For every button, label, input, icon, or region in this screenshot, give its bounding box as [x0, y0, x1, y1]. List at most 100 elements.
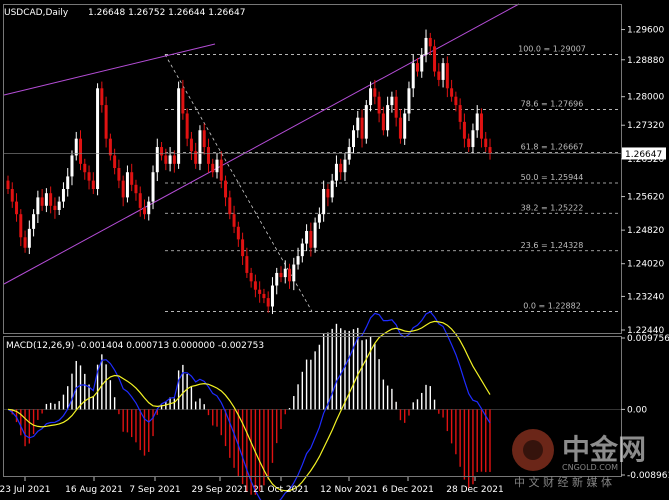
- candle-body: [479, 113, 483, 139]
- date-tick-label: 28 Dec 2021: [446, 485, 504, 495]
- price-tick-label: 1.28880: [627, 56, 664, 66]
- candle-body: [113, 155, 117, 169]
- candle-body: [168, 155, 172, 164]
- fib-level-label: 100.0 = 1.29007: [518, 44, 586, 53]
- candle-body: [296, 256, 300, 265]
- date-tick-label: 21 Oct 2021: [253, 485, 309, 495]
- candle-body: [471, 130, 475, 148]
- candle-body: [292, 264, 296, 282]
- candle-body: [181, 88, 185, 114]
- date-tick-label: 16 Aug 2021: [65, 485, 123, 495]
- candle-body: [241, 239, 245, 257]
- price-tick-label: 1.28000: [627, 93, 664, 103]
- candle-body: [364, 105, 368, 139]
- macd-axis-label: -0.008961: [627, 471, 669, 481]
- candle-body: [172, 155, 176, 164]
- candle-body: [369, 88, 373, 106]
- candle-body: [130, 172, 134, 185]
- fib-trendline: [164, 54, 313, 312]
- fib-level-label: 0.0 = 1.22882: [523, 301, 581, 310]
- candle-body: [450, 88, 454, 97]
- candle-body: [424, 37, 428, 55]
- candle-body: [117, 168, 121, 181]
- candle-body: [386, 105, 390, 131]
- candle-body: [87, 172, 91, 181]
- fib-level-label: 23.6 = 1.24328: [521, 241, 584, 250]
- candle-body: [258, 289, 262, 294]
- candle-body: [10, 189, 14, 202]
- candle-body: [202, 130, 206, 148]
- candle-body: [300, 243, 304, 257]
- candle-body: [194, 151, 198, 164]
- candle-body: [253, 281, 257, 290]
- candle-body: [305, 230, 309, 244]
- candle-body: [185, 113, 189, 139]
- candle-body: [326, 189, 330, 198]
- candle-body: [334, 163, 338, 181]
- candle-body: [66, 176, 70, 190]
- candle-body: [309, 230, 313, 248]
- candle-body: [249, 272, 253, 282]
- candle-body: [317, 214, 321, 223]
- candle-body: [236, 226, 240, 240]
- candle-body: [96, 88, 100, 190]
- candle-body: [467, 138, 471, 148]
- candle-body: [428, 37, 432, 47]
- candle-body: [262, 293, 266, 299]
- candle-body: [352, 130, 356, 148]
- symbol-title: USDCAD,Daily: [4, 8, 69, 18]
- candle-body: [356, 117, 360, 131]
- candle-body: [151, 172, 155, 202]
- candle-body: [373, 88, 377, 97]
- watermark-domain: CNGOLD.COM: [562, 463, 618, 472]
- date-tick-label: 29 Sep 2021: [191, 485, 248, 495]
- date-tick-label: 23 Jul 2021: [0, 485, 50, 495]
- candle-body: [27, 228, 31, 248]
- candle-body: [343, 159, 347, 173]
- candle-body: [6, 180, 10, 190]
- candle-body: [411, 63, 415, 89]
- fib-level-label: 78.6 = 1.27696: [521, 99, 584, 108]
- candle-body: [79, 138, 83, 164]
- candle-body: [394, 96, 398, 118]
- candle-body: [23, 237, 27, 248]
- candle-body: [83, 163, 87, 173]
- candle-body: [437, 71, 441, 80]
- candle-body: [415, 63, 419, 72]
- price-tick-label: 1.22440: [627, 326, 664, 336]
- current-price-label: 1.26647: [625, 150, 662, 160]
- candle-body: [420, 54, 424, 72]
- candle-body: [377, 96, 381, 114]
- price-tick-label: 1.24820: [627, 226, 664, 236]
- candle-body: [70, 155, 74, 177]
- candle-body: [488, 147, 492, 154]
- candle-body: [121, 180, 125, 198]
- candle-body: [36, 197, 40, 215]
- candle-body: [407, 88, 411, 114]
- candle-body: [322, 189, 326, 215]
- candle-body: [266, 298, 270, 307]
- macd-label: MACD(12,26,9) -0.001404 0.000713 0.00000…: [6, 341, 264, 351]
- candle-body: [61, 189, 65, 202]
- candle-body: [270, 285, 274, 307]
- candle-body: [403, 113, 407, 139]
- macd-pane: [4, 311, 621, 500]
- fibonacci-retracement: 100.0 = 1.29007 78.6 = 1.27696 61.8 = 1.26…: [164, 44, 621, 312]
- price-tick-label: 1.25620: [627, 193, 664, 203]
- candle-body: [275, 272, 279, 286]
- candle-body: [164, 155, 168, 164]
- candle-body: [138, 193, 142, 208]
- candle-body: [454, 96, 458, 106]
- candle-body: [155, 147, 159, 173]
- candle-body: [339, 163, 343, 173]
- candle-body: [462, 121, 466, 139]
- candle-body: [100, 88, 104, 106]
- candle-body: [475, 113, 479, 131]
- macd-signal-line: [7, 320, 491, 492]
- price-tick-label: 1.24020: [627, 260, 664, 270]
- candle-body: [142, 207, 146, 215]
- fib-level-label: 38.2 = 1.25222: [521, 203, 584, 212]
- date-tick-label: 7 Sep 2021: [129, 485, 180, 495]
- candle-body: [441, 63, 445, 80]
- channel-upper-line: [3, 43, 216, 96]
